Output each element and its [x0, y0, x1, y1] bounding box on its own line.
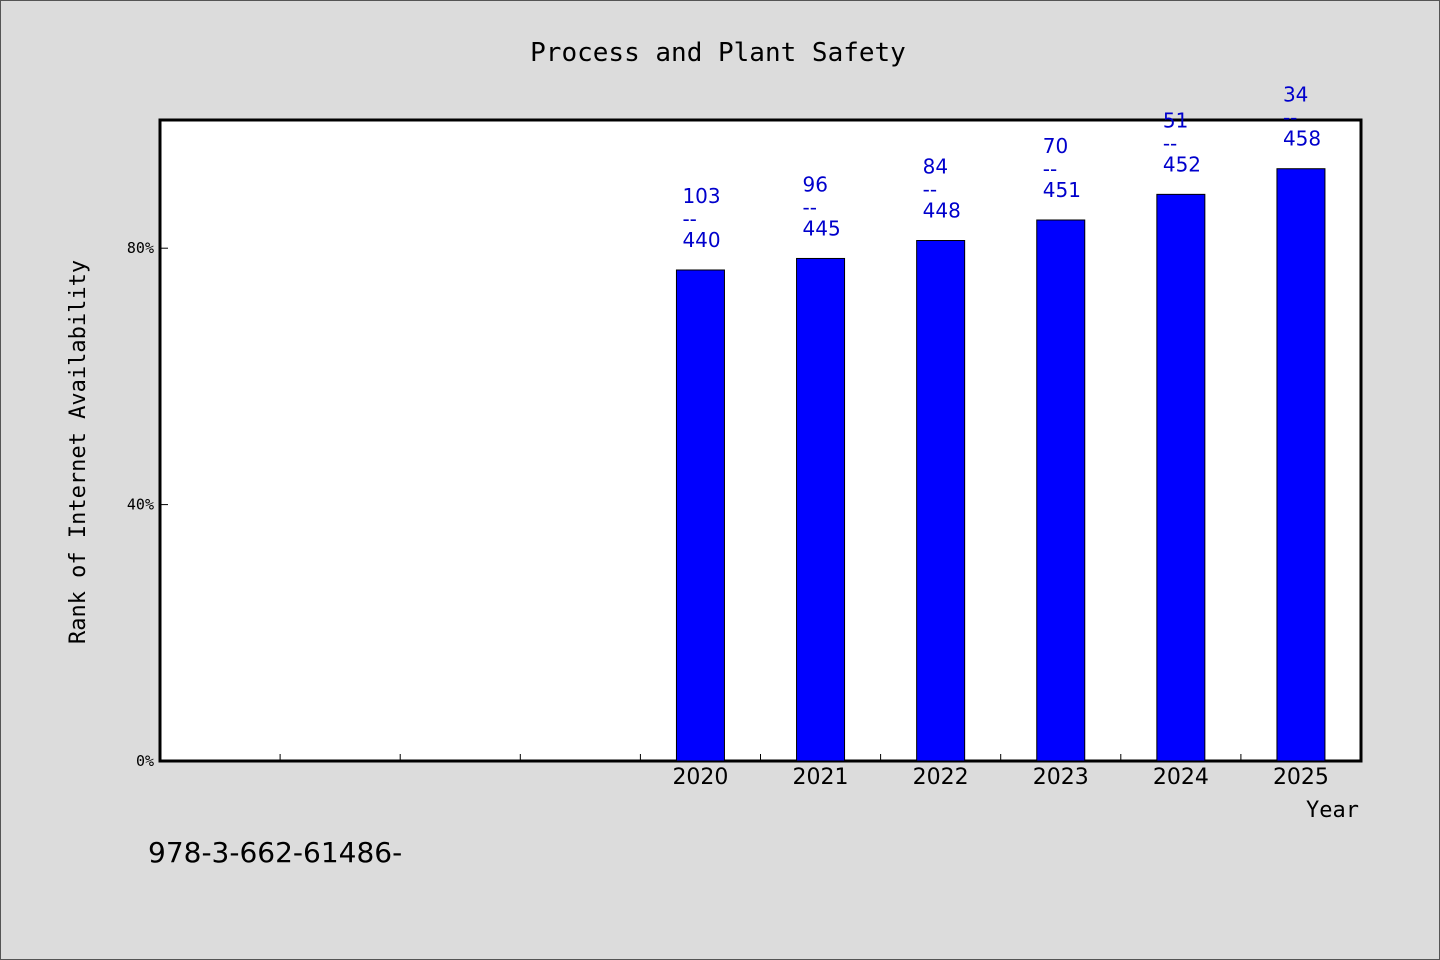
data-label-top: 51 [1163, 108, 1188, 132]
data-label-bottom: 445 [803, 216, 841, 240]
x-tick-label: 2023 [1033, 765, 1089, 790]
bar-2025 [1276, 168, 1326, 762]
bar-2021 [796, 257, 846, 762]
data-label-top: 96 [803, 172, 828, 196]
data-label-top: 70 [1043, 134, 1068, 158]
y-axis: 0% 40% 80% [127, 239, 168, 770]
bar-2020 [675, 269, 725, 762]
y-tick-label: 40% [127, 496, 154, 514]
data-labels: 103--44096--44584--44870--45151--45234--… [682, 83, 1321, 252]
x-axis: 2020 2021 2022 2023 2024 2025 [279, 754, 1329, 790]
data-label-separator: -- [1283, 106, 1297, 130]
chart-title: Process and Plant Safety [530, 38, 906, 68]
data-label-bottom: 440 [682, 228, 720, 252]
data-label-separator: -- [923, 178, 937, 202]
data-label-separator: -- [1163, 131, 1177, 155]
y-tick-label: 0% [136, 752, 154, 770]
y-tick-label: 80% [127, 239, 154, 257]
bar-2023 [1036, 219, 1086, 762]
bar-series [675, 168, 1326, 762]
x-tick-label: 2020 [672, 765, 728, 790]
x-tick-label: 2025 [1273, 765, 1329, 790]
data-label-top: 84 [923, 155, 948, 179]
y-axis-label: Rank of Internet Availability [66, 260, 91, 644]
x-axis-label: Year [1306, 798, 1359, 823]
data-label-bottom: 448 [923, 199, 961, 223]
x-tick-label: 2022 [913, 765, 969, 790]
data-label-separator: -- [803, 195, 817, 219]
x-tick-label: 2024 [1153, 765, 1209, 790]
data-label-bottom: 458 [1283, 127, 1321, 151]
data-label-top: 34 [1283, 83, 1308, 107]
bar-2024 [1156, 193, 1206, 762]
data-label-top: 103 [682, 184, 720, 208]
data-label-bottom: 452 [1163, 152, 1201, 176]
data-label-separator: -- [1043, 157, 1057, 181]
data-label-bottom: 451 [1043, 178, 1081, 202]
x-tick-label: 2021 [793, 765, 849, 790]
data-label-separator: -- [682, 207, 696, 231]
bar-2022 [916, 240, 966, 762]
footer-text: 978-3-662-61486- [148, 836, 402, 869]
